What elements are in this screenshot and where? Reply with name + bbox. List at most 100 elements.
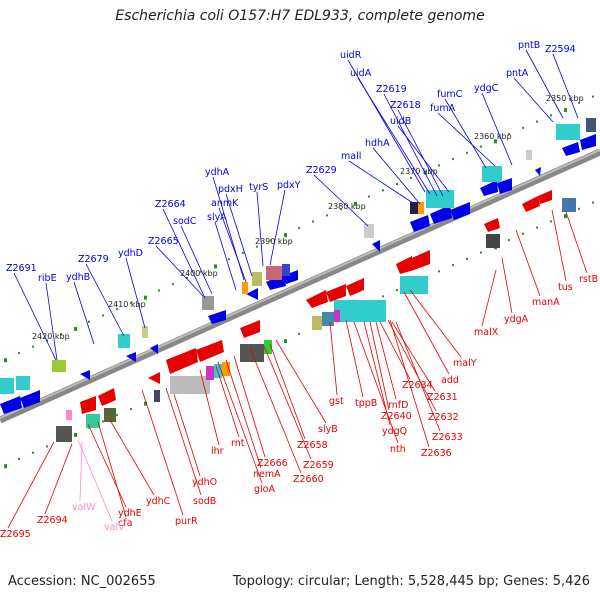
callout-line [173, 393, 201, 477]
callout-line [217, 361, 263, 484]
gene-label: nth [390, 444, 406, 455]
accession-text: Accession: NC_002655 [8, 574, 156, 589]
forward-blocks [0, 118, 596, 394]
callout-line [97, 421, 127, 518]
gene-block [482, 166, 502, 182]
callout-line [85, 263, 125, 337]
tick-dot [298, 332, 300, 335]
tick-dot [368, 195, 370, 198]
gene-arrow [372, 240, 380, 252]
gene-arrow [98, 388, 116, 406]
gene-arrow [326, 284, 346, 302]
tick-dot [508, 239, 510, 242]
tick-dot [466, 151, 468, 154]
gene-label: cfa [118, 518, 132, 529]
gene-label: malY [453, 358, 477, 369]
gene-label: ribE [38, 273, 57, 284]
tick-dot [550, 220, 552, 223]
callout-line [501, 257, 513, 314]
gene-label: rnt [231, 438, 245, 449]
callout-line [275, 339, 327, 424]
gene-block [334, 310, 340, 322]
gene-arrow [480, 180, 498, 196]
tick-dot [284, 233, 287, 238]
gene-arrow [150, 344, 158, 354]
gene-block [364, 224, 374, 238]
callout-line [329, 321, 338, 396]
gene-block [242, 282, 248, 294]
gene-block [154, 390, 160, 402]
gene-label: malX [474, 327, 499, 338]
tick-dot [438, 270, 440, 273]
callout-line [269, 343, 306, 440]
gene-label: pntB [518, 40, 540, 51]
kbp-label: 2350 kbp [546, 94, 584, 103]
callout-line [552, 53, 579, 119]
callout-line [13, 272, 57, 361]
tick-dot [200, 270, 202, 273]
tick-dot [396, 289, 398, 292]
gene-label: hdhA [365, 138, 390, 149]
gene-block [56, 426, 72, 442]
callout-line [199, 369, 220, 446]
gene-arrow [562, 142, 580, 156]
gene-label: Z2594 [545, 44, 576, 55]
gene-label: ydgQ [382, 426, 407, 437]
gene-label: uidB [390, 116, 411, 127]
gene-arrow [208, 310, 226, 324]
tick-dot [298, 226, 300, 229]
gene-label: Z2629 [306, 165, 337, 176]
gene-label: ydhD [118, 248, 143, 259]
gene-arrow [240, 320, 260, 338]
gene-label: purR [175, 516, 198, 527]
gene-label: sodC [173, 216, 197, 227]
gene-arrow [282, 270, 298, 284]
gene-block [282, 264, 290, 276]
tick-dot [354, 201, 357, 206]
callout-line [395, 321, 441, 432]
gene-label: tus [558, 282, 573, 293]
tick-dot [172, 283, 174, 286]
kbp-label: 2390 kbp [255, 237, 293, 246]
callout-line [73, 281, 95, 345]
gene-block [104, 408, 116, 422]
callout-line [389, 319, 430, 448]
gene-label: Z2679 [78, 254, 109, 265]
gene-arrow [410, 215, 430, 232]
tick-dot [102, 314, 104, 317]
callout-line [225, 359, 262, 469]
tick-dot [382, 189, 384, 192]
gene-label: tppB [355, 398, 377, 409]
gene-label: Z2658 [297, 440, 328, 451]
callout-line [313, 174, 369, 227]
gene-label: Z2631 [427, 392, 458, 403]
tick-dot [578, 207, 580, 210]
tick-dot [508, 133, 510, 136]
gene-label: Z2694 [37, 515, 68, 526]
callout-line [45, 282, 58, 361]
gene-label: slyB [318, 424, 338, 435]
tick-dot [102, 420, 104, 423]
gene-arrow [484, 218, 500, 232]
tick-dot [466, 257, 468, 260]
gene-arrow [580, 134, 596, 150]
gene-label: gst [329, 396, 344, 407]
callout-line [397, 125, 450, 193]
backbone-highlight [0, 149, 600, 419]
kbp-label: 2410 kbp [108, 300, 146, 309]
tick-dot [18, 351, 20, 354]
kbp-label: 2420 kbp [32, 332, 70, 341]
callout-line [162, 208, 206, 299]
callout-line [525, 49, 564, 119]
tick-dot [88, 320, 90, 323]
tick-dot [256, 245, 258, 248]
tick-dot [438, 164, 440, 167]
callout-line [125, 257, 146, 329]
gene-arrow [166, 348, 198, 374]
tick-dot [74, 432, 77, 437]
map-title: Escherichia coli O157:H7 EDL933, complet… [115, 8, 485, 24]
callout-line [357, 77, 431, 195]
gene-label: sodB [193, 496, 216, 507]
gene-block [526, 150, 532, 160]
gene-label: ydhO [192, 477, 217, 488]
